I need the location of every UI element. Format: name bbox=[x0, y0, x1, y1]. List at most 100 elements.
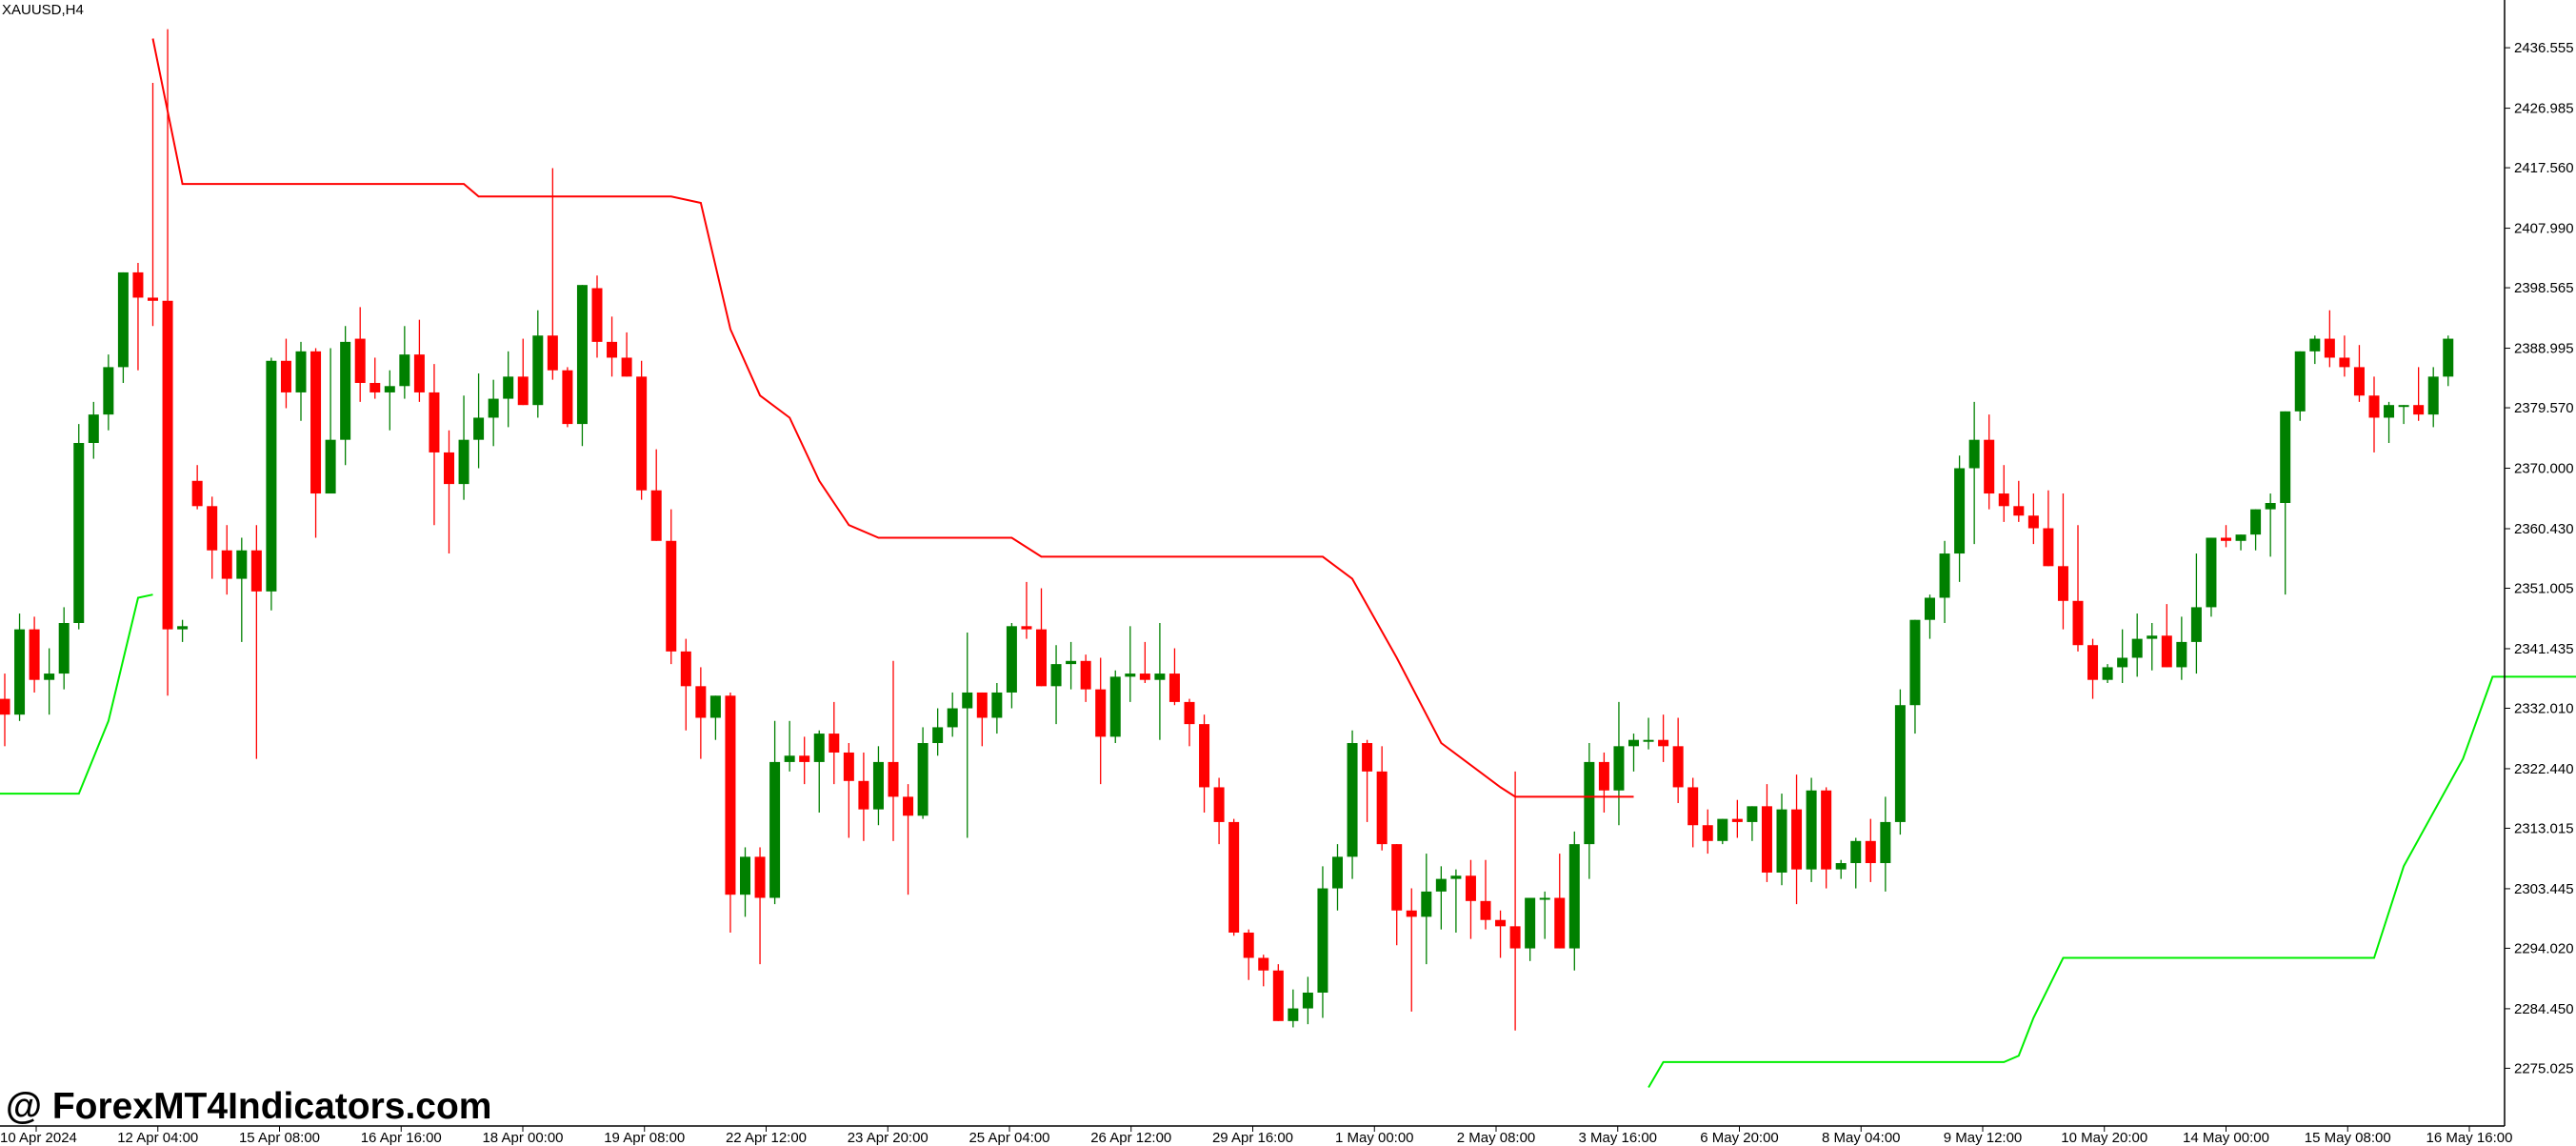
candle-body bbox=[2102, 667, 2113, 680]
candle bbox=[177, 619, 189, 642]
candle bbox=[1791, 774, 1803, 905]
candle bbox=[1258, 955, 1269, 987]
candle-body bbox=[44, 674, 55, 680]
candle bbox=[73, 424, 85, 630]
candle bbox=[680, 638, 691, 731]
candle bbox=[1643, 717, 1654, 750]
candle-body bbox=[829, 734, 840, 753]
candle bbox=[1317, 866, 1328, 1018]
candle bbox=[872, 746, 884, 826]
candle-body bbox=[132, 271, 144, 298]
candle bbox=[1761, 784, 1772, 882]
candle bbox=[1658, 714, 1669, 762]
time-tick-label: 6 May 20:00 bbox=[1700, 1130, 1779, 1146]
candle-body bbox=[1835, 863, 1847, 870]
candle-body bbox=[2265, 502, 2276, 510]
candle bbox=[532, 310, 544, 418]
candle bbox=[2324, 310, 2335, 368]
price-tick-label: 2275.025 bbox=[2514, 1060, 2574, 1076]
candle-body bbox=[266, 360, 277, 592]
candle-body bbox=[2027, 515, 2039, 529]
candle bbox=[354, 307, 366, 402]
candle bbox=[607, 316, 618, 377]
candle bbox=[1465, 859, 1476, 939]
candle-body bbox=[2250, 509, 2262, 535]
price-tick-label: 2284.450 bbox=[2514, 1001, 2574, 1017]
candle-body bbox=[1717, 818, 1728, 841]
candle bbox=[2368, 376, 2380, 452]
candle bbox=[2057, 493, 2068, 630]
candle-body bbox=[1391, 844, 1403, 911]
candle bbox=[1613, 701, 1625, 826]
candle-body bbox=[1421, 891, 1432, 917]
candle bbox=[1302, 976, 1313, 1025]
candle-body bbox=[14, 629, 26, 715]
candle bbox=[2043, 490, 2054, 567]
candle-body bbox=[1154, 674, 1166, 680]
candle bbox=[666, 509, 677, 665]
candle-body bbox=[1465, 875, 1476, 901]
candle-body bbox=[1213, 787, 1225, 822]
candle bbox=[1421, 854, 1432, 965]
candle-body bbox=[976, 692, 988, 718]
candle-body bbox=[2161, 635, 2172, 668]
support-line bbox=[0, 593, 153, 795]
candle-body bbox=[2309, 338, 2321, 352]
candle-body bbox=[488, 398, 499, 418]
time-tick-label: 1 May 00:00 bbox=[1335, 1130, 1414, 1146]
candle bbox=[1821, 787, 1832, 889]
candle-body bbox=[2443, 338, 2454, 377]
candle bbox=[1139, 641, 1150, 684]
candle-body bbox=[784, 755, 795, 762]
candle-body bbox=[1228, 821, 1240, 933]
candle bbox=[562, 367, 573, 428]
candle-body bbox=[1332, 856, 1343, 889]
candle bbox=[799, 736, 810, 785]
candle bbox=[1480, 859, 1491, 930]
candles bbox=[0, 29, 2454, 1031]
candle bbox=[132, 262, 144, 371]
candle-body bbox=[1658, 739, 1669, 747]
candle-body bbox=[680, 651, 691, 687]
candle-body bbox=[0, 698, 10, 715]
price-tick-label: 2379.570 bbox=[2514, 400, 2574, 416]
candle-body bbox=[932, 727, 944, 744]
candle bbox=[1243, 929, 1254, 980]
candle bbox=[2398, 405, 2409, 425]
candle-body bbox=[1880, 821, 1891, 864]
candle-body bbox=[340, 341, 351, 440]
candle-body bbox=[1021, 626, 1032, 630]
candle-body bbox=[2147, 635, 2158, 639]
candle bbox=[1850, 837, 1862, 889]
candle bbox=[1347, 730, 1358, 879]
candle bbox=[769, 720, 781, 905]
candle bbox=[44, 648, 55, 715]
candle-body bbox=[2368, 395, 2380, 418]
candle bbox=[1332, 844, 1343, 911]
price-tick-label: 2426.985 bbox=[2514, 101, 2574, 117]
candle bbox=[117, 271, 129, 383]
candle-body bbox=[1450, 875, 1462, 879]
time-tick-label: 8 May 04:00 bbox=[1822, 1130, 1901, 1146]
candle bbox=[2235, 534, 2247, 551]
candle bbox=[843, 743, 854, 838]
candle-body bbox=[1376, 771, 1388, 845]
candle bbox=[2384, 401, 2395, 443]
candle-body bbox=[1643, 739, 1654, 742]
candle bbox=[1509, 771, 1521, 1031]
candle-body bbox=[191, 480, 203, 507]
candle bbox=[88, 401, 99, 459]
candle bbox=[1391, 844, 1403, 946]
time-tick-label: 18 Apr 00:00 bbox=[482, 1130, 563, 1146]
price-axis: 2436.555 2426.985 2417.560 2407.990 2398.565… bbox=[2505, 40, 2574, 1076]
candle-body bbox=[666, 540, 677, 652]
candle-body bbox=[384, 386, 395, 392]
candle-body bbox=[1968, 439, 1980, 469]
candle-body bbox=[1761, 806, 1772, 873]
candle bbox=[1435, 866, 1447, 930]
candle bbox=[1568, 831, 1580, 971]
candle-body bbox=[636, 376, 648, 491]
candle bbox=[932, 708, 944, 756]
candle-body bbox=[1539, 897, 1550, 900]
